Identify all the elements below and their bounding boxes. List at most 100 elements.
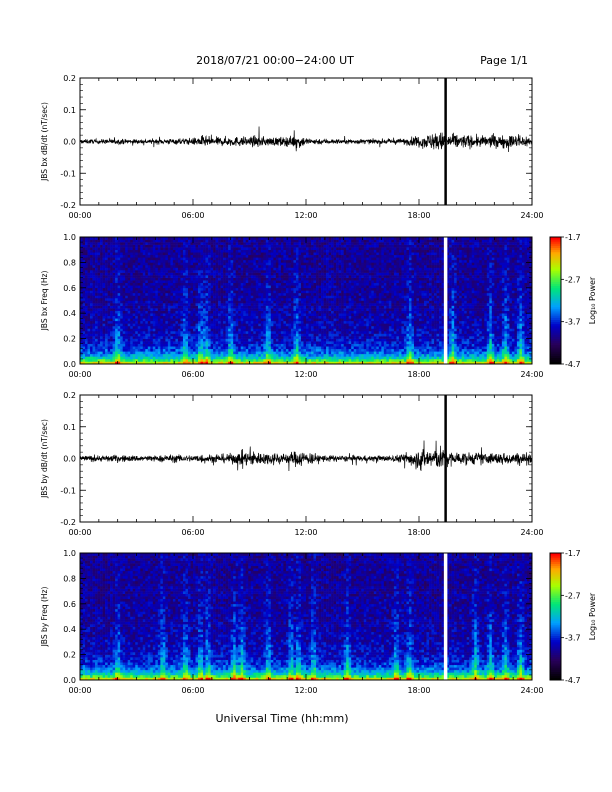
spectrogram-cell: [203, 338, 206, 342]
spectrogram-cell: [218, 325, 221, 329]
spectrogram-cell: [265, 267, 269, 271]
spectrogram-cell: [157, 358, 161, 362]
spectrogram-cell: [285, 259, 289, 263]
spectrogram-cell: [102, 315, 106, 319]
spectrogram-cell: [137, 361, 141, 364]
spectrogram-cell: [205, 310, 209, 314]
spectrogram-cell: [230, 308, 234, 311]
spectrogram-cell: [95, 338, 98, 342]
spectrogram-cell: [248, 254, 252, 258]
spectrogram-cell: [245, 346, 249, 350]
spectrogram-cell: [102, 308, 106, 311]
spectrogram-cell: [150, 270, 154, 273]
spectrogram-cell: [87, 310, 91, 314]
spectrogram-cell: [215, 285, 219, 289]
spectrogram-cell: [300, 305, 304, 309]
spectrogram-cell: [215, 341, 219, 344]
spectrogram-cell: [125, 242, 129, 245]
spectrogram-cell: [95, 285, 98, 289]
spectrogram-cell: [87, 305, 91, 309]
spectrogram-cell: [205, 348, 209, 352]
spectrogram-cell: [313, 361, 317, 364]
spectrogram-cell: [107, 358, 111, 362]
spectrogram-cell: [321, 303, 324, 306]
spectrogram-cell: [253, 259, 257, 263]
spectrogram-cell: [308, 272, 312, 276]
spectrogram-cell: [160, 336, 164, 339]
spectrogram-cell: [132, 300, 136, 304]
spectrogram-cell: [137, 346, 141, 350]
spectrogram-cell: [167, 259, 171, 263]
spectrogram-cell: [127, 254, 131, 258]
spectrogram-cell: [135, 254, 139, 258]
spectrogram-cell: [298, 239, 302, 243]
spectrogram-cell: [152, 292, 156, 296]
spectrogram-cell: [140, 285, 144, 289]
spectrogram-cell: [293, 275, 297, 278]
spectrogram-cell: [248, 259, 252, 263]
spectrogram-cell: [170, 318, 174, 322]
spectrogram-cell: [255, 277, 259, 281]
spectrogram-cell: [182, 239, 186, 243]
spectrogram-cell: [203, 242, 206, 245]
spectrogram-cell: [303, 346, 307, 350]
spectrogram-cell: [323, 320, 327, 324]
spectrogram-cell: [306, 285, 309, 289]
spectrogram-cell: [80, 297, 83, 301]
spectrogram-cell: [313, 270, 317, 273]
spectrogram-cell: [187, 358, 191, 362]
spectrogram-cell: [290, 262, 294, 266]
spectrogram-cell: [167, 280, 171, 284]
spectrogram-cell: [145, 257, 149, 261]
spectrogram-cell: [223, 318, 226, 322]
spectrogram-cell: [303, 336, 307, 339]
spectrogram-cell: [97, 318, 101, 322]
spectrogram-cell: [318, 300, 322, 304]
page-number: Page 1/1: [480, 54, 528, 67]
spectrogram-cell: [182, 358, 186, 362]
spectrogram-cell: [82, 275, 86, 278]
x-tick-label: 12:00: [294, 211, 317, 220]
spectrogram-cell: [92, 361, 96, 364]
spectrogram-cell: [230, 252, 234, 256]
spectrogram-cell: [268, 328, 272, 332]
spectrogram-cell: [105, 292, 108, 296]
spectrogram-cell: [198, 297, 201, 301]
spectrogram-cell: [278, 244, 282, 248]
spectrogram-cell: [185, 315, 189, 319]
spectrogram-cell: [97, 292, 101, 296]
spectrogram-cell: [175, 313, 179, 317]
spectrogram-cell: [87, 277, 91, 281]
spectrogram-cell: [248, 333, 252, 337]
spectrogram-cell: [135, 239, 139, 243]
spectrogram-cell: [306, 247, 309, 250]
spectrogram-cell: [230, 272, 234, 276]
spectrogram-cell: [135, 341, 139, 344]
spectrogram-cell: [275, 249, 279, 253]
spectrogram-cell: [182, 313, 186, 317]
spectrogram-cell: [203, 290, 206, 294]
spectrogram-cell: [255, 318, 259, 322]
spectrogram-cell: [165, 348, 169, 352]
spectrogram-cell: [255, 330, 259, 334]
spectrogram-cell: [250, 292, 254, 296]
spectrogram-cell: [321, 264, 324, 268]
spectrogram-cell: [278, 305, 282, 309]
spectrogram-cell: [298, 257, 302, 261]
spectrogram-cell: [145, 330, 149, 334]
spectrogram-cell: [80, 237, 83, 240]
spectrogram-cell: [92, 277, 96, 281]
spectrogram-cell: [270, 247, 274, 250]
spectrogram-cell: [112, 237, 116, 240]
spectrogram-cell: [298, 315, 302, 319]
spectrogram-cell: [97, 257, 101, 261]
spectrogram-cell: [268, 318, 272, 322]
spectrogram-cell: [145, 282, 149, 286]
spectrogram-cell: [137, 252, 141, 256]
spectrogram-cell: [140, 239, 144, 243]
spectrogram-cell: [255, 348, 259, 352]
spectrogram-cell: [115, 305, 118, 309]
spectrogram-cell: [283, 343, 287, 347]
spectrogram-cell: [190, 356, 194, 360]
spectrogram-cell: [255, 239, 259, 243]
